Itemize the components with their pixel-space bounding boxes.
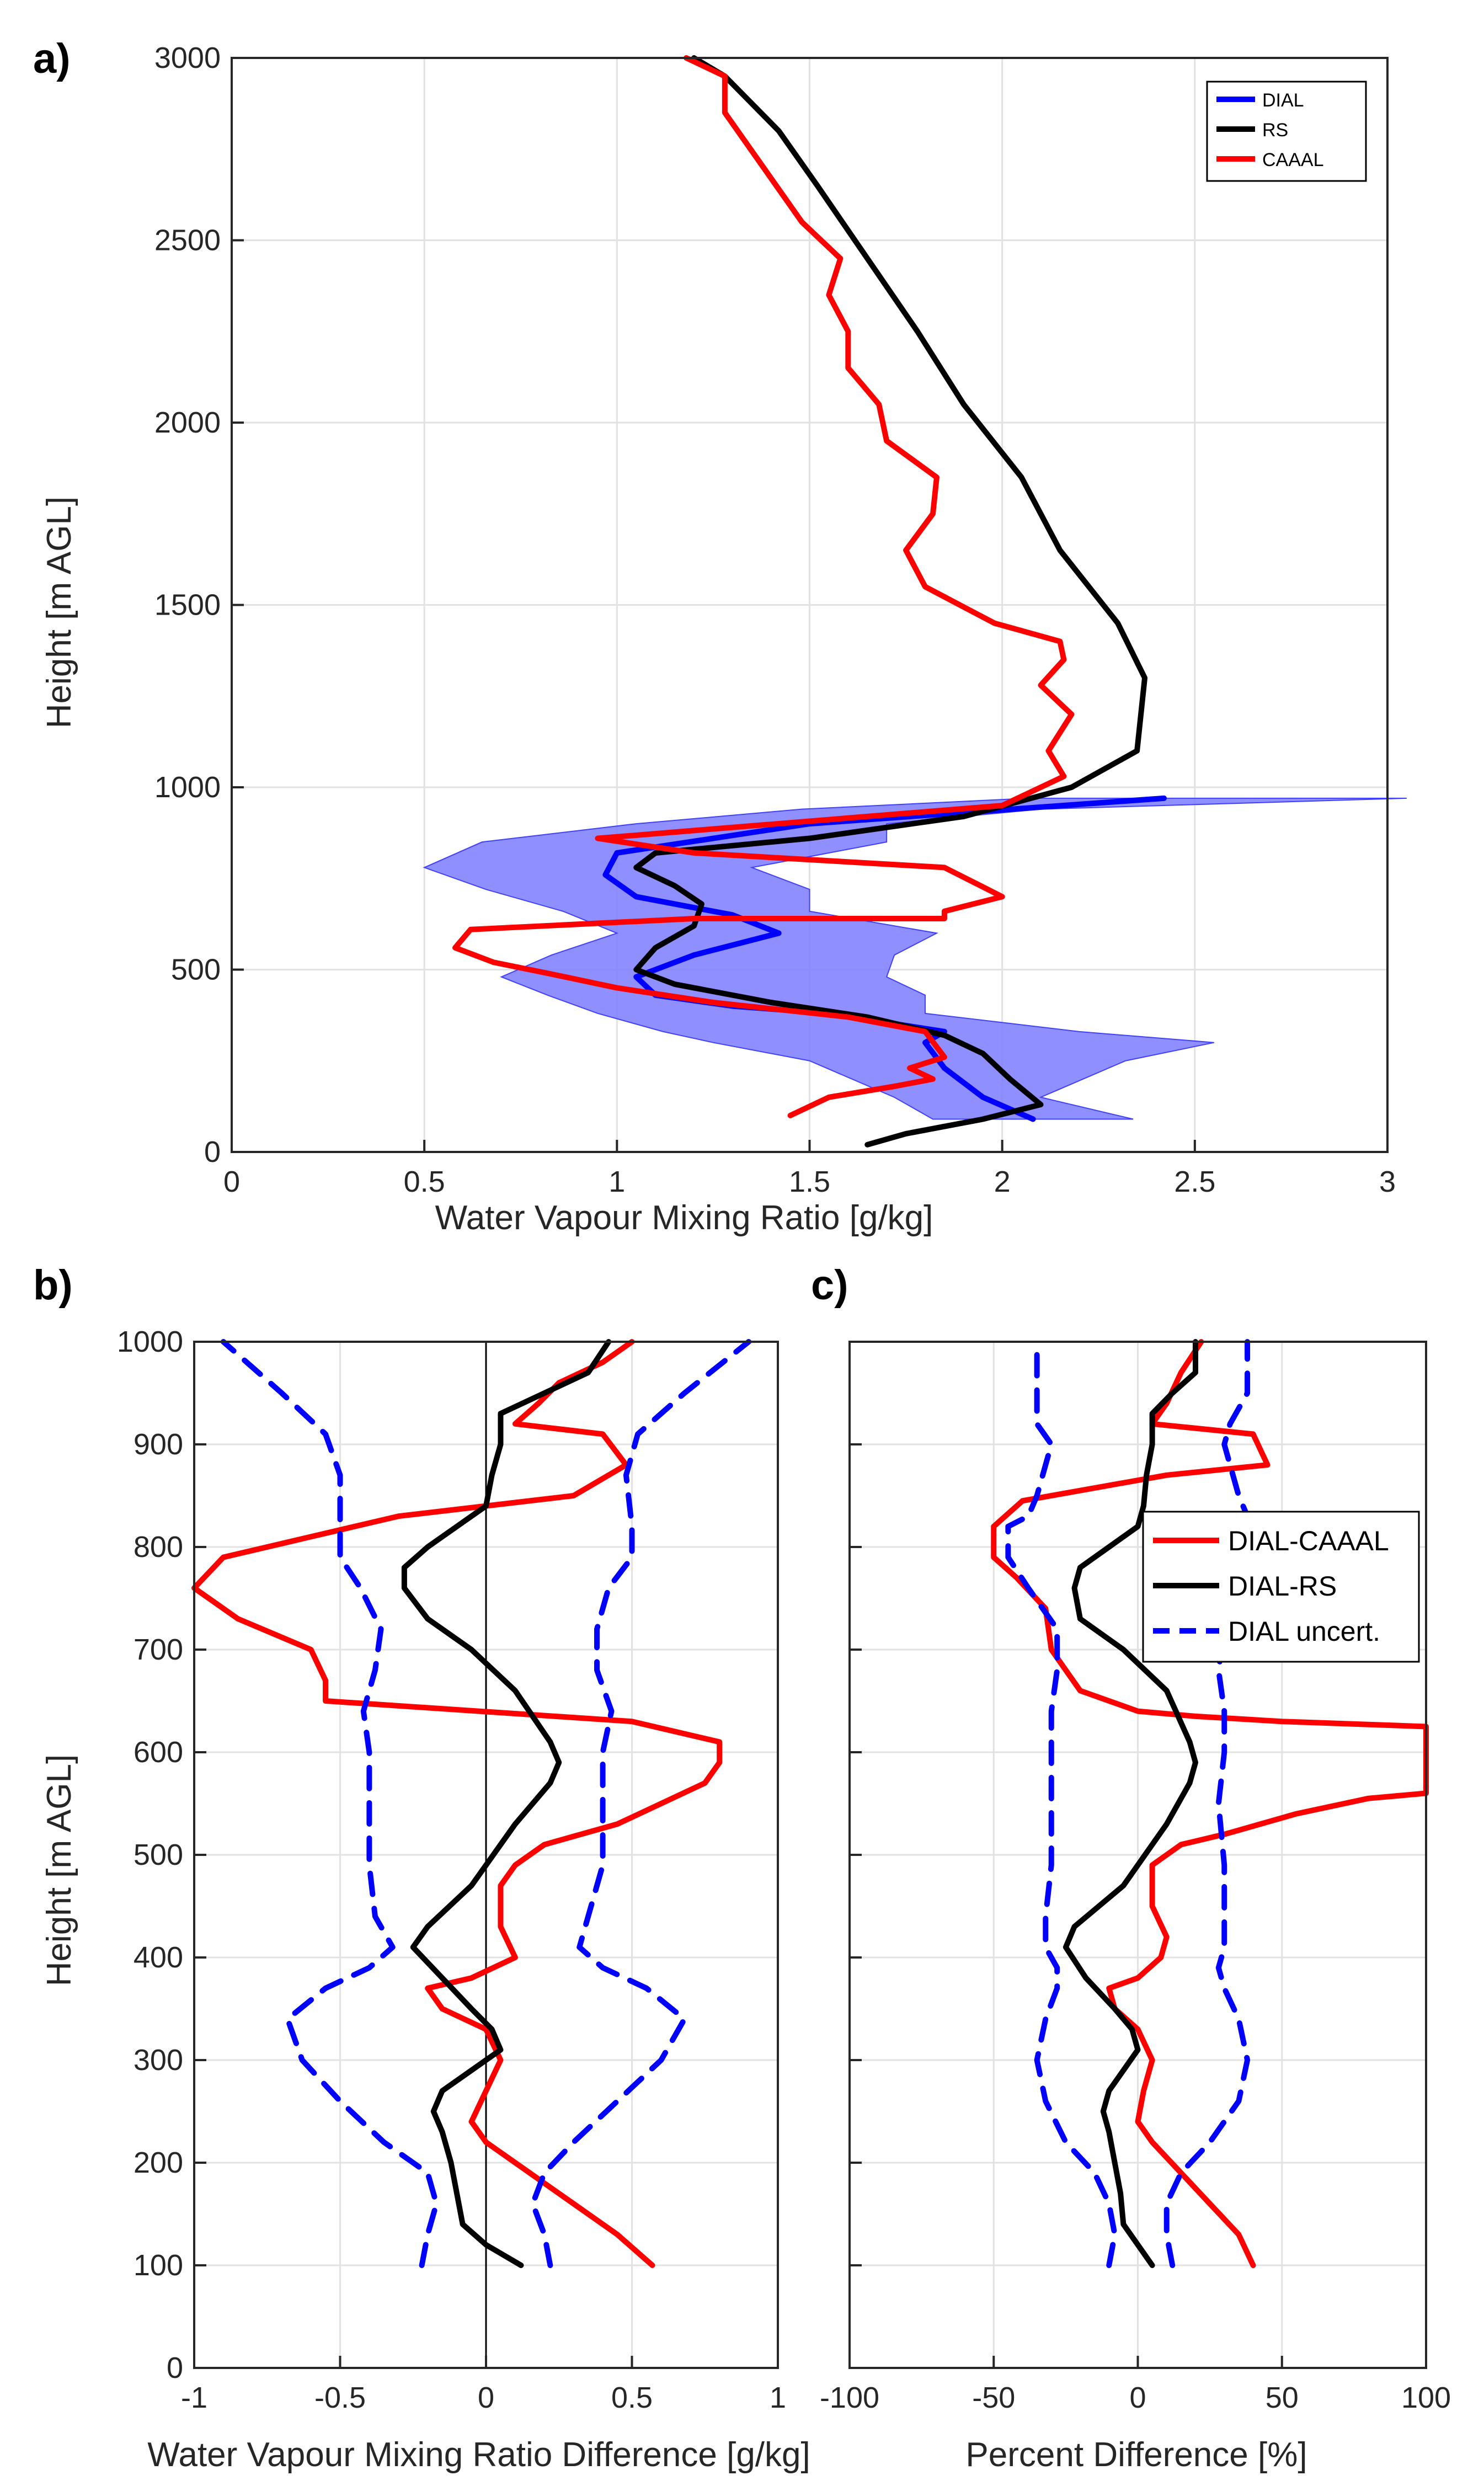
panel-a-chart: 0 0.5 1 1.5 2 2.5 3 0 500 1000 1500 2000 2500 3000 Wa… (40, 41, 1407, 1237)
panel-b-ytick-label: 200 (134, 2146, 183, 2179)
panel-a-ytick-label: 2000 (154, 406, 221, 439)
panel-b-series-dial-uncert (530, 1339, 752, 2268)
panel-c-series-dial-caaal (991, 1339, 1429, 2268)
legend-a-caaal: CAAAL (1262, 150, 1324, 170)
panel-b-ytick-label: 400 (134, 1941, 183, 1974)
panel-c-xtick-label: 50 (1266, 2381, 1299, 2414)
panel-a-xtick-label: 2.5 (1174, 1165, 1215, 1198)
panel-a-label: a) (33, 35, 71, 82)
panel-b-xtick-label: 1 (770, 2381, 786, 2414)
panel-b-series-dial-rs (401, 1339, 612, 2268)
panel-c-series-dial-rs (1063, 1339, 1198, 2268)
legend-c-rs: DIAL-RS (1228, 1571, 1337, 1602)
panel-c-xtick-label: -50 (972, 2381, 1015, 2414)
panel-c-xtick-label: 0 (1129, 2381, 1146, 2414)
panel-b-ytick-label: 0 (167, 2351, 183, 2384)
panel-b-series-dial-uncert (220, 1339, 440, 2268)
panel-a-ytick-label: 0 (204, 1135, 221, 1169)
panel-a-ytick-label: 2500 (154, 224, 221, 257)
panel-c-label: c) (811, 1262, 848, 1309)
panel-b-xlabel: Water Vapour Mixing Ratio Difference [g/… (147, 2436, 810, 2474)
panel-a-xlabel: Water Vapour Mixing Ratio [g/kg] (435, 1199, 933, 1237)
panel-b-ytick-label: 500 (134, 1838, 183, 1871)
panel-a-ytick-label: 500 (171, 953, 221, 986)
panel-b-xtick-label: 0.5 (611, 2381, 653, 2414)
panel-c-series-dial-uncert (1163, 1339, 1256, 2268)
panel-c-chart: -100 -50 0 50 100 Percent Difference [%] DIA… (820, 1339, 1451, 2474)
panel-b-ytick-label: 700 (134, 1633, 183, 1666)
panel-c-xtick-label: 100 (1401, 2381, 1451, 2414)
panel-b-xtick-label: -1 (181, 2381, 207, 2414)
panel-b-series-dial-caaal (191, 1339, 723, 2268)
legend-a-rs: RS (1262, 120, 1288, 141)
legend-a-dial: DIAL (1262, 90, 1304, 111)
panel-a-ytick-label: 3000 (154, 41, 221, 74)
panel-b-chart: -1 -0.5 0 0.5 1 0 100 200 300 400 500 600 700 800 900 1… (40, 1325, 810, 2474)
panel-b-ytick-label: 800 (134, 1530, 183, 1564)
panel-a-xtick-label: 3 (1379, 1165, 1396, 1198)
panel-b-ytick-label: 1000 (117, 1325, 183, 1358)
panel-a-series-caaal (452, 55, 1075, 1118)
panel-b-ytick-label: 900 (134, 1428, 183, 1461)
panel-a-legend: DIAL RS CAAAL (1206, 81, 1367, 182)
panel-c-series-dial-uncert (1005, 1339, 1118, 2268)
panel-b-ylabel: Height [m AGL] (40, 1754, 78, 1986)
panel-b-ytick-label: 600 (134, 1736, 183, 1769)
panel-c-xlabel: Percent Difference [%] (965, 2436, 1307, 2474)
panel-a-xtick-label: 0.5 (404, 1165, 445, 1198)
panel-b-label: b) (33, 1262, 73, 1309)
panel-c-xtick-label: -100 (820, 2381, 879, 2414)
panel-b-ytick-label: 100 (134, 2249, 183, 2282)
panel-a-uncertainty-band (423, 797, 1407, 1120)
panel-b-ytick-label: 300 (134, 2044, 183, 2077)
panel-a-ytick-label: 1000 (154, 771, 221, 804)
panel-b-xtick-label: 0 (478, 2381, 494, 2414)
panel-a-series-rs (633, 55, 1148, 1148)
panel-b-xtick-label: -0.5 (314, 2381, 366, 2414)
panel-a-xtick-label: 1 (608, 1165, 625, 1198)
panel-a-series-dial (602, 795, 1167, 1122)
panel-a-ytick-label: 1500 (154, 589, 221, 622)
panel-a-ylabel: Height [m AGL] (40, 497, 78, 728)
panel-a-xtick-label: 0 (223, 1165, 240, 1198)
panel-a-xtick-label: 1.5 (789, 1165, 830, 1198)
panel-c-legend: DIAL-CAAAL DIAL-RS DIAL uncert. (1142, 1511, 1420, 1663)
legend-c-uncert: DIAL uncert. (1228, 1616, 1380, 1647)
legend-c-caaal: DIAL-CAAAL (1228, 1525, 1389, 1556)
panel-a-xtick-label: 2 (994, 1165, 1011, 1198)
